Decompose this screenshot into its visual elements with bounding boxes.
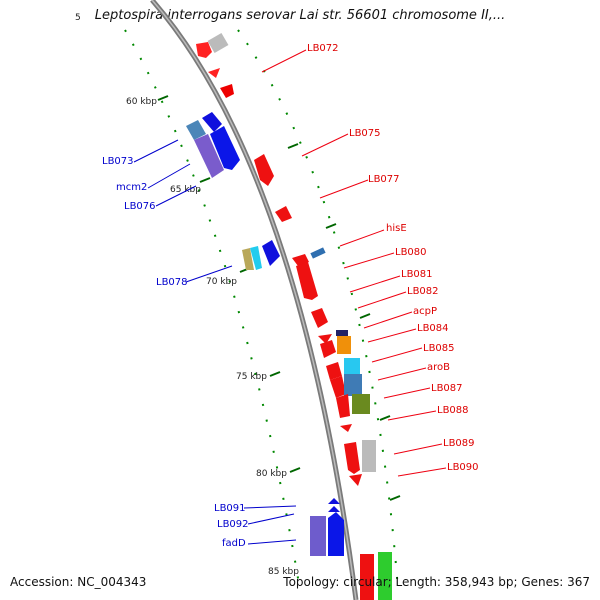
major-ticks — [157, 95, 401, 501]
gene-LB081 — [296, 262, 318, 300]
gene-hisE — [310, 247, 326, 259]
tick-label: 75 kbp — [236, 372, 267, 382]
tick-label: 60 kbp — [126, 97, 157, 107]
gene-label: LB081 — [401, 269, 433, 280]
tick-label: 85 kbp — [268, 567, 299, 577]
gene-label: LB091 — [214, 503, 246, 514]
gene-label: LB087 — [431, 383, 463, 394]
gene-fadD-purple — [310, 516, 326, 556]
gene-mcm2 — [210, 126, 240, 170]
gene-LB089 — [344, 442, 360, 474]
gene-LB084 — [336, 330, 348, 336]
tick-labels: 5 60 kbp 65 kbp 70 kbp 75 kbp 80 kbp 85 … — [75, 13, 299, 577]
gene-LB073 — [202, 112, 222, 132]
gene-LB075 — [254, 154, 274, 186]
gene-label: LB084 — [417, 323, 449, 334]
tick-label: 70 kbp — [206, 277, 237, 287]
gene-aroB — [320, 340, 336, 358]
gene-LB078 — [262, 240, 280, 266]
gene-LB090-grey — [362, 440, 376, 472]
gene-label: LB080 — [395, 247, 427, 258]
gene-LB087 — [326, 362, 342, 380]
gene-label: LB088 — [437, 405, 469, 416]
gene-label: hisE — [386, 223, 407, 234]
gene-label: LB085 — [423, 343, 455, 354]
gene-LB085 — [337, 336, 351, 354]
tick-label: 5 — [75, 13, 81, 23]
gene-LB082 — [311, 308, 328, 328]
gene-LB089a — [340, 424, 352, 432]
gene-LB088 — [336, 394, 350, 418]
gene-label: LB078 — [156, 277, 188, 288]
gene-LB092 — [328, 506, 340, 512]
gene-LB078-cyan — [250, 246, 262, 270]
gene-LB087b — [330, 376, 346, 398]
gene-fadD — [328, 512, 344, 556]
gene-acpP — [318, 334, 332, 344]
gene-LB094 — [378, 552, 392, 600]
gene-LB072b — [220, 84, 234, 98]
gene-LB071 — [196, 42, 212, 58]
gene-LB088-cyan — [344, 358, 360, 374]
gene-label: LB089 — [443, 438, 475, 449]
gene-label: fadD — [222, 538, 246, 549]
gene-LB088-blue — [344, 374, 362, 396]
map-title: Leptospira interrogans serovar Lai str. … — [94, 8, 506, 23]
gene-label: LB075 — [349, 128, 381, 139]
gene-label: LB092 — [217, 519, 249, 530]
minus-strand-genes — [186, 112, 344, 556]
gene-LB093 — [360, 554, 374, 600]
accession-text: Accession: NC_004343 — [10, 575, 147, 589]
chromosome-backbone — [150, 0, 359, 600]
gene-label: LB077 — [368, 174, 400, 185]
gene-LB088-olive — [352, 394, 370, 414]
plus-strand-labels: LB072 LB075 LB077 hisE LB080 LB081 LB082… — [307, 43, 479, 473]
genome-summary-text: Topology: circular; Length: 358,943 bp; … — [283, 575, 590, 589]
gene-LB078-tan — [242, 248, 254, 270]
gene-label: LB076 — [124, 201, 156, 212]
gene-LB091 — [328, 498, 340, 504]
gene-label: acpP — [413, 306, 437, 317]
gene-mcm2-purple — [194, 134, 224, 178]
tick-label: 65 kbp — [170, 185, 201, 195]
gene-label: LB090 — [447, 462, 479, 473]
gene-label: LB082 — [407, 286, 439, 297]
minus-strand-labels: LB073 mcm2 LB076 LB078 LB091 LB092 fadD — [102, 156, 249, 549]
gene-LB077 — [275, 206, 292, 222]
gene-label: LB072 — [307, 43, 339, 54]
gene-label: aroB — [427, 362, 450, 373]
tick-label: 80 kbp — [256, 469, 287, 479]
plus-strand-genes — [196, 32, 392, 600]
label-leader-lines — [133, 49, 447, 545]
gene-LB072 — [208, 68, 220, 78]
gene-label: mcm2 — [116, 182, 147, 193]
gene-LB073-light — [186, 120, 206, 140]
gene-LB080 — [292, 254, 309, 266]
gene-LB090 — [349, 474, 362, 486]
gene-label: LB073 — [102, 156, 134, 167]
gene-LB071-grey — [207, 32, 229, 54]
